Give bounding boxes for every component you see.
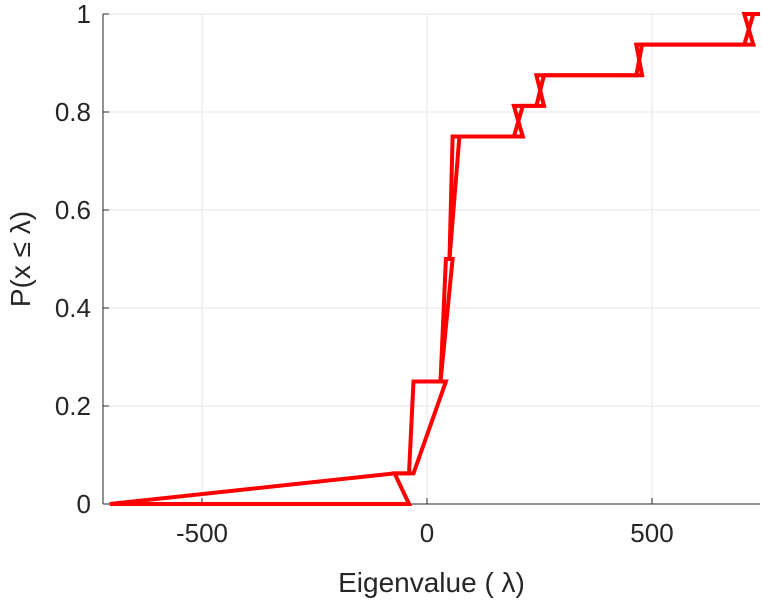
x-tick-label: 0 xyxy=(420,518,434,548)
y-axis-label: P(x ≤ λ) xyxy=(5,211,36,307)
y-tick-label: 0.2 xyxy=(55,391,91,421)
series-line-1 xyxy=(109,12,760,506)
series-line-2 xyxy=(109,12,760,506)
y-tick-label: 0.4 xyxy=(55,293,91,323)
y-tick-label: 0 xyxy=(77,489,91,519)
y-tick-label: 1 xyxy=(77,0,91,29)
y-tick-label: 0.6 xyxy=(55,195,91,225)
x-axis-label: Eigenvalue ( λ) xyxy=(338,567,525,598)
grid xyxy=(103,13,760,505)
x-tick-label: 500 xyxy=(630,518,673,548)
y-tick-label: 0.8 xyxy=(55,97,91,127)
series-group xyxy=(109,12,760,506)
tick-labels: -500 0 500 0 0.2 0.4 0.6 0.8 1 xyxy=(55,0,674,548)
x-tick-label: -500 xyxy=(176,518,228,548)
